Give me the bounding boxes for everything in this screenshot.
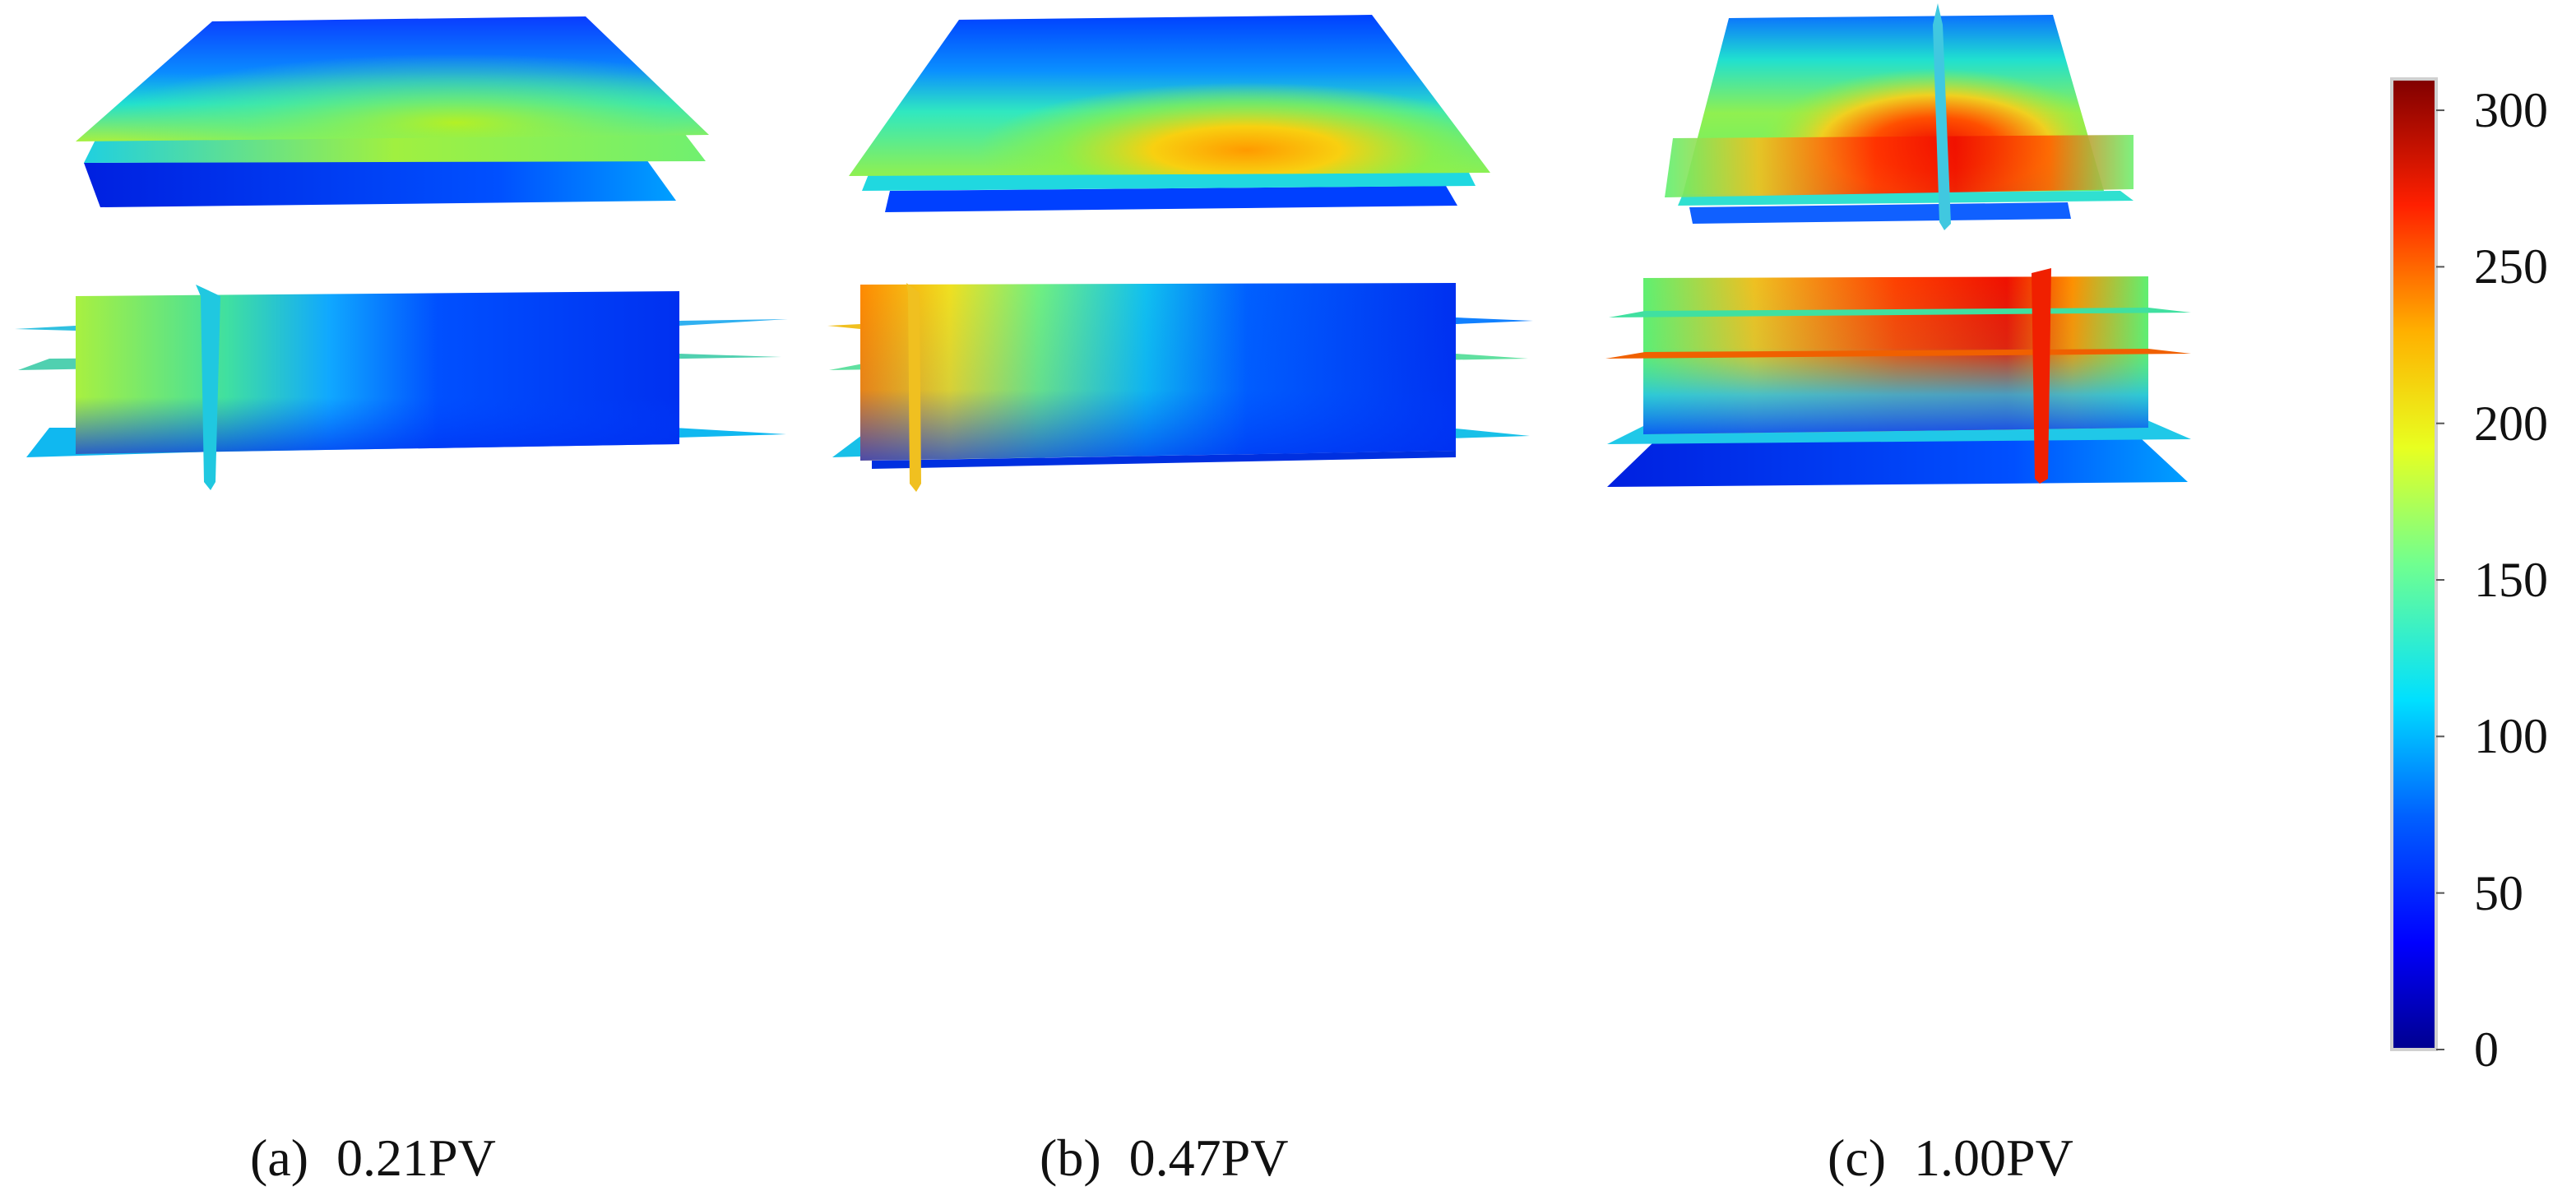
caption-c-tag: (c) xyxy=(1828,1128,1887,1187)
panel-a-top-view xyxy=(76,16,709,207)
colorbar-tick-label: 0 xyxy=(2474,1022,2499,1077)
caption-b: (b) 0.47PV xyxy=(1013,1059,1288,1187)
colorbar-tick-label: 250 xyxy=(2474,239,2548,294)
caption-a-label: 0.21PV xyxy=(336,1128,496,1187)
panel-c-top-view xyxy=(1665,3,2134,230)
caption-c: (c) 1.00PV xyxy=(1801,1059,2073,1187)
colorbar-gradient xyxy=(2390,77,2438,1051)
colorbar-tick-label: 200 xyxy=(2474,396,2548,451)
caption-b-label: 0.47PV xyxy=(1128,1128,1289,1187)
colorbar-tick-label: 300 xyxy=(2474,83,2548,138)
colorbar-tick-label: 100 xyxy=(2474,709,2548,764)
colorbar-tick-label: 150 xyxy=(2474,553,2548,608)
caption-a-tag: (a) xyxy=(250,1128,309,1187)
panel-c-slice-view xyxy=(1605,268,2191,487)
colorbar-tick-label: 50 xyxy=(2474,865,2523,920)
panel-b-top-view xyxy=(849,15,1490,212)
caption-a: (a) 0.21PV xyxy=(224,1059,496,1187)
panel-b-slice-view xyxy=(827,283,1533,492)
colorbar-ticks xyxy=(2436,109,2444,1050)
colorbar xyxy=(2390,77,2444,1051)
panel-a-slice-view xyxy=(15,285,788,490)
figure-canvas xyxy=(15,3,2444,1051)
caption-c-label: 1.00PV xyxy=(1914,1128,2073,1187)
caption-b-tag: (b) xyxy=(1040,1128,1101,1187)
